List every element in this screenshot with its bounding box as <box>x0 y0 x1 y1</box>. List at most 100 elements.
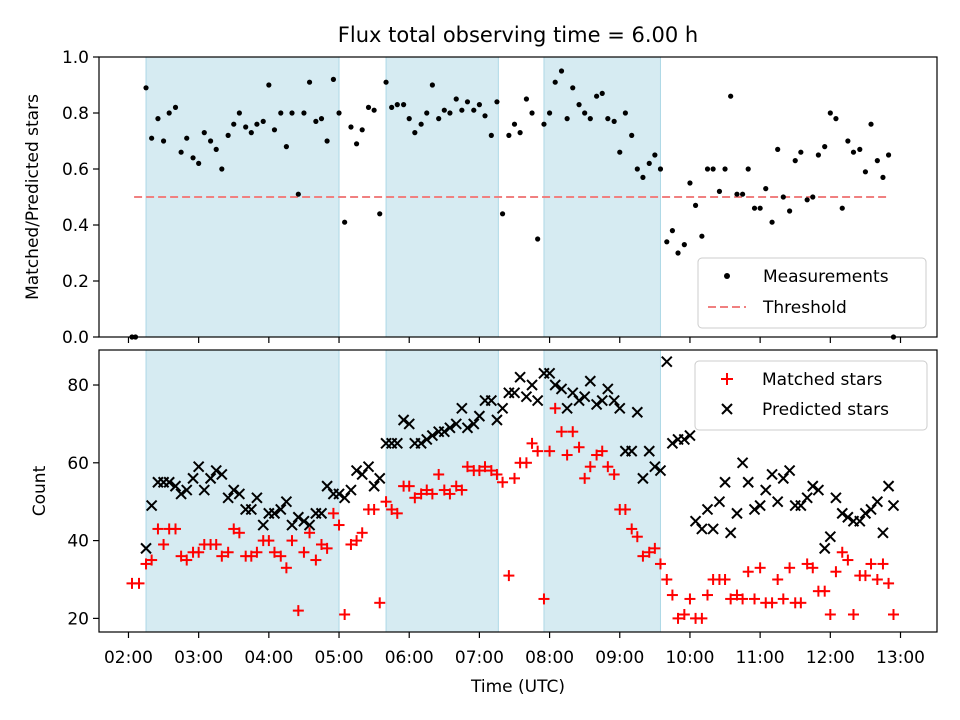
measurement-point <box>827 110 833 116</box>
matched-star-point <box>608 468 620 480</box>
measurement-point <box>488 132 494 138</box>
matched-star-point <box>210 538 222 550</box>
predicted-star-point <box>713 495 726 508</box>
x-tick-label: 11:00 <box>736 648 785 668</box>
predicted-star-point <box>602 383 614 395</box>
predicted-star-point <box>514 371 526 383</box>
predicted-star-point <box>678 433 691 446</box>
measurement-point <box>587 116 593 122</box>
bottom-y-axis: 20 40 60 80 <box>67 376 99 629</box>
predicted-star-point <box>374 472 386 485</box>
measurement-point <box>850 149 857 155</box>
measurement-point <box>383 79 389 85</box>
measurement-point <box>196 160 202 166</box>
matched-star-point <box>140 558 152 570</box>
predicted-star-point <box>210 464 222 477</box>
measurement-point <box>283 144 289 150</box>
predicted-star-point <box>573 394 585 407</box>
predicted-star-point <box>701 503 714 516</box>
matched-star-point <box>819 585 831 597</box>
matched-star-point <box>146 554 158 566</box>
predicted-star-point <box>251 492 263 504</box>
top-plot-area <box>129 68 897 340</box>
predicted-star-point <box>468 418 480 430</box>
matched-star-point <box>433 468 445 480</box>
predicted-star-point <box>345 484 357 496</box>
measurement-point <box>594 93 600 99</box>
predicted-star-point <box>766 468 778 481</box>
matched-star-point <box>298 546 310 558</box>
measurement-point <box>617 149 623 155</box>
bottom-x-axis: 02:00 03:00 04:00 05:00 06:00 07:00 08:00 09:00… <box>104 632 925 668</box>
predicted-star-point <box>531 394 544 407</box>
measurement-point <box>739 191 746 197</box>
matched-star-point <box>263 535 275 547</box>
measurement-point <box>394 102 400 108</box>
measurement-point <box>476 102 482 108</box>
measurement-point <box>622 110 628 116</box>
measurement-point <box>839 205 845 211</box>
predicted-star-point <box>625 445 638 457</box>
matched-star-point <box>228 523 240 535</box>
matched-star-point <box>391 507 403 519</box>
matched-star-point <box>444 488 456 500</box>
matched-star-point <box>737 593 749 605</box>
matched-star-point <box>461 461 473 473</box>
matched-star-point <box>649 542 661 554</box>
predicted-star-point <box>795 499 807 512</box>
matched-star-point <box>438 484 450 496</box>
measurement-point <box>868 121 874 127</box>
matched-star-point <box>684 593 696 605</box>
predicted-star-point <box>397 414 410 426</box>
matched-star-point <box>584 461 596 473</box>
legend-matched-marker <box>721 373 733 385</box>
matched-star-point <box>567 426 579 438</box>
predicted-star-point <box>169 480 182 492</box>
matched-star-point <box>661 573 673 585</box>
measurement-point <box>652 152 658 158</box>
predicted-star-point <box>298 515 310 527</box>
measurement-point <box>710 166 716 172</box>
top-y-tick-label: 1.0 <box>62 48 89 68</box>
predicted-star-point <box>801 492 813 504</box>
predicted-star-point <box>181 484 193 496</box>
matched-star-point <box>158 538 170 550</box>
measurement-point <box>687 180 693 186</box>
predicted-star-point <box>608 394 620 407</box>
x-tick-label: 05:00 <box>315 648 364 668</box>
matched-star-point <box>637 550 649 562</box>
measurement-point <box>389 104 395 110</box>
matched-star-point <box>701 589 713 601</box>
matched-star-point <box>485 465 497 477</box>
top-y-axis: 0.0 0.2 0.4 0.6 0.8 1.0 <box>62 48 99 348</box>
predicted-star-point <box>684 429 696 442</box>
predicted-star-point <box>555 383 568 395</box>
matched-star-point <box>508 472 520 484</box>
x-tick-label: 13:00 <box>876 648 925 668</box>
measurement-point <box>441 107 447 113</box>
predicted-star-point <box>163 476 175 488</box>
matched-star-point <box>497 476 509 488</box>
matched-star-point <box>327 507 339 519</box>
matched-star-point <box>380 496 392 508</box>
predicted-star-point <box>275 503 287 516</box>
predicted-star-point <box>356 468 368 481</box>
measurement-point <box>406 116 412 122</box>
predicted-star-point <box>854 515 866 527</box>
predicted-star-point <box>403 418 415 430</box>
measurement-point <box>798 149 804 155</box>
predicted-star-point <box>175 488 187 500</box>
measurement-point <box>734 191 740 197</box>
matched-star-point <box>415 488 427 500</box>
predicted-star-point <box>719 476 731 488</box>
predicted-star-point <box>496 402 509 415</box>
measurement-point <box>336 110 342 116</box>
measurement-point <box>219 166 225 172</box>
measurement-point <box>271 127 278 133</box>
measurement-point <box>400 102 407 108</box>
predicted-star-point <box>643 445 655 457</box>
matched-star-point <box>754 562 766 574</box>
predicted-star-point <box>520 390 533 403</box>
matched-star-point <box>133 577 145 589</box>
